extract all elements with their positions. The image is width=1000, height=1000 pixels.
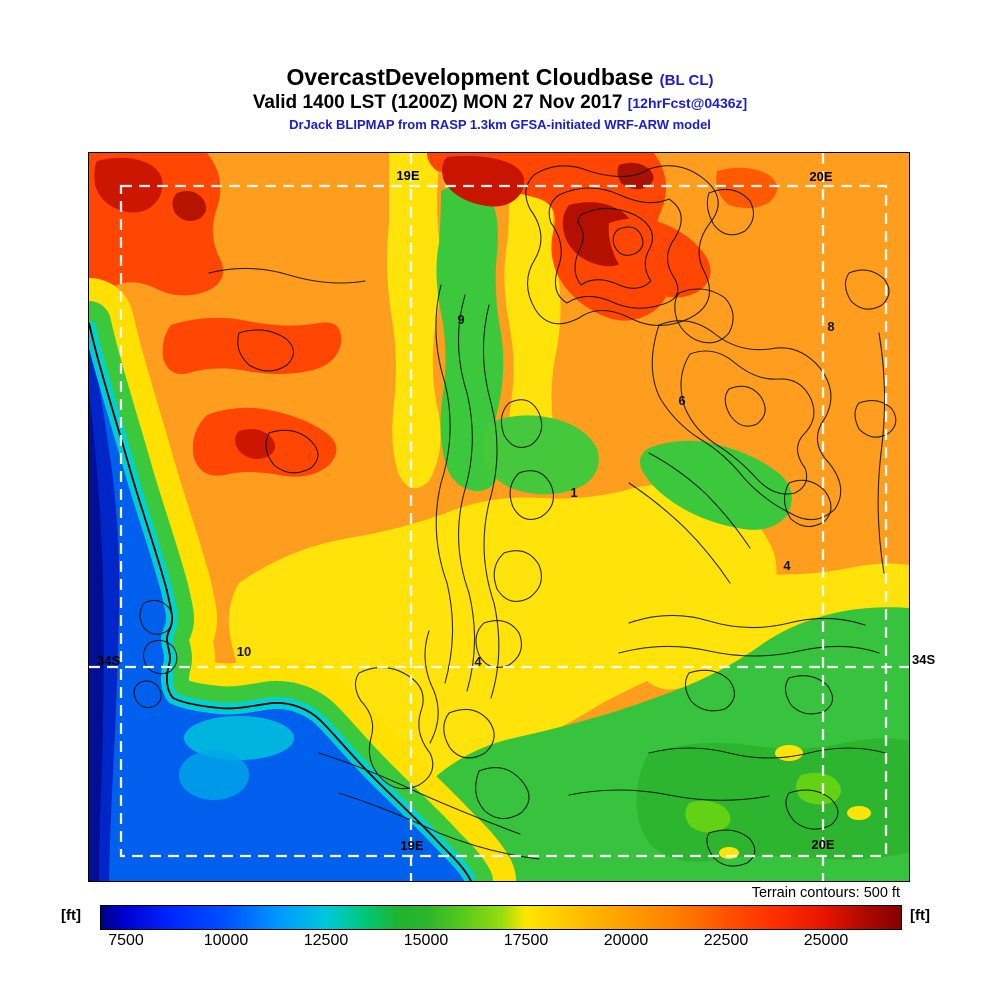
red-region [162, 317, 342, 374]
domain-boundary [119, 184, 888, 858]
page-title: OvercastDevelopment Cloudbase [286, 64, 654, 90]
header: OvercastDevelopment Cloudbase (BL CL) Va… [0, 64, 1000, 132]
colorbar-tick: 12500 [303, 932, 349, 949]
graticule [89, 153, 909, 881]
title-line: OvercastDevelopment Cloudbase (BL CL) [0, 64, 1000, 91]
valid-time: Valid 1400 LST (1200Z) MON 27 Nov 2017 [252, 92, 623, 114]
yellow-region [386, 153, 441, 489]
forecast-map: 19E 20E 34S 19E 20E 9 8 6 1 4 10 4 [89, 153, 909, 881]
value-label: 8 [827, 319, 834, 334]
bay-shallow [184, 716, 294, 760]
yellow-spot [775, 745, 803, 761]
colorbar-unit-left: [ft] [61, 907, 81, 924]
value-label: 6 [678, 393, 685, 408]
yellow-spot [719, 847, 739, 859]
red-region [427, 153, 669, 321]
green-region [436, 185, 504, 492]
ocean [89, 323, 471, 881]
lat-label-34s-right: 34S [912, 652, 936, 667]
terrain-contours-note: Terrain contours: 500 ft [751, 885, 900, 901]
colorbar-gradient [100, 905, 902, 930]
red-region [608, 218, 711, 298]
ocean-region [89, 278, 516, 881]
colorbar-tick: 20000 [603, 932, 649, 949]
value-label: 4 [783, 558, 791, 573]
yellow-region [504, 169, 561, 490]
coastline [89, 322, 472, 881]
map-frame: 19E 20E 34S 19E 20E 9 8 6 1 4 10 4 [88, 152, 910, 882]
value-label: 10 [237, 644, 251, 659]
dark-red-region [442, 155, 525, 207]
dark-red-region [617, 162, 654, 190]
lat-label-34s-left: 34S [97, 653, 120, 668]
bay-shallow [179, 750, 249, 800]
dark-red-region [172, 191, 207, 221]
terrain-contours [133, 165, 897, 867]
yellow-spot [847, 806, 871, 820]
colorbar-tick: 15000 [403, 932, 449, 949]
green-region [685, 800, 731, 833]
lon-label-19e-bottom: 19E [400, 838, 423, 853]
value-label: 1 [570, 485, 577, 500]
valid-time-line: Valid 1400 LST (1200Z) MON 27 Nov 2017 [… [0, 92, 1000, 114]
colorbar-tick: 10000 [203, 932, 249, 949]
lon-label-19e-top: 19E [396, 168, 419, 183]
forecast-offset: [12hrFcst@0436z] [627, 95, 748, 112]
model-info: DrJack BLIPMAP from RASP 1.3km GFSA-init… [289, 116, 711, 132]
colorbar-tick: 7500 [108, 932, 144, 949]
map-labels: 19E 20E 34S 19E 20E 9 8 6 1 4 10 4 [97, 168, 835, 853]
colorbar-tick: 22500 [703, 932, 749, 949]
green-region [483, 415, 599, 495]
value-label: 9 [457, 312, 464, 327]
deepest-ocean [89, 393, 104, 881]
lon-label-20e-top: 20E [809, 169, 832, 184]
green-region [636, 738, 909, 862]
colorbar-tick: 25000 [803, 932, 849, 949]
dark-red-region [235, 429, 276, 459]
value-label: 4 [474, 654, 482, 669]
red-region [716, 167, 778, 209]
colorbar-tick: 17500 [503, 932, 549, 949]
green-region [640, 440, 792, 530]
green-region [796, 772, 841, 805]
colorbar-unit-right: [ft] [910, 907, 930, 924]
lon-label-20e-bottom: 20E [811, 837, 834, 852]
page-title-suffix: (BL CL) [659, 72, 714, 89]
